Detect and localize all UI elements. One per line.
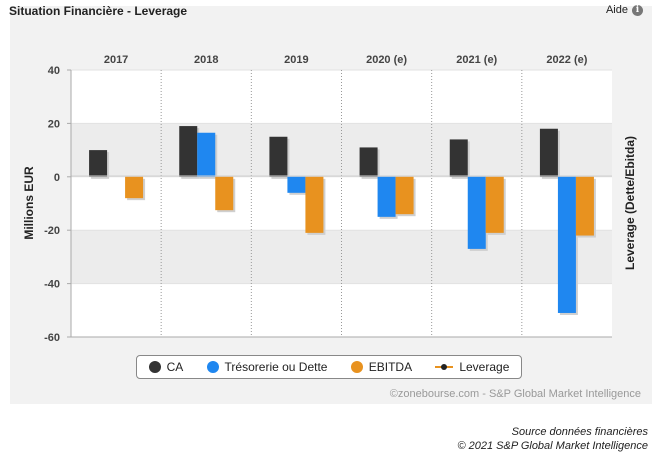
- y-axis-ticks: 40 20 0 -20 -40 -60: [44, 65, 71, 344]
- grid-band: [71, 123, 612, 177]
- x-tick-label: 2017: [104, 54, 128, 66]
- bar-ebitda[interactable]: [125, 176, 144, 199]
- y-tick-label: 20: [48, 118, 60, 130]
- bar-ca[interactable]: [269, 136, 288, 177]
- bar-ebitda[interactable]: [395, 176, 414, 215]
- source-line-2: © 2021 S&P Global Market Intelligence: [457, 440, 648, 452]
- legend-item-leverage[interactable]: Leverage: [435, 360, 509, 374]
- x-tick-label: 2022 (e): [546, 54, 587, 66]
- source-note: Source données financières © 2021 S&P Gl…: [457, 425, 648, 453]
- legend-item-tresorerie[interactable]: Trésorerie ou Dette: [206, 360, 328, 374]
- legend-label: Trésorerie ou Dette: [224, 360, 328, 374]
- y-tick-label: -20: [44, 225, 60, 237]
- info-icon: i: [632, 4, 643, 16]
- copyright-text: ©zonebourse.com - S&P Global Market Inte…: [389, 388, 641, 400]
- grid-bands: [71, 69, 612, 337]
- y-tick-label: 0: [54, 172, 60, 184]
- chart-title: Situation Financière - Leverage: [9, 4, 188, 18]
- bar-ebitda[interactable]: [305, 176, 324, 233]
- bar-tresorerie[interactable]: [287, 176, 306, 193]
- bars: [89, 126, 596, 315]
- bar-tresorerie[interactable]: [467, 176, 486, 249]
- bar-tresorerie[interactable]: [557, 176, 576, 313]
- dot-blue-icon: [206, 361, 219, 373]
- y-tick-label: -40: [44, 279, 60, 291]
- line-point-icon: [435, 364, 454, 370]
- bar-ca[interactable]: [449, 139, 468, 177]
- bar-ca[interactable]: [359, 147, 378, 177]
- bar-ca[interactable]: [539, 128, 558, 177]
- dot-orange-icon: [350, 361, 363, 373]
- bar-tresorerie[interactable]: [197, 132, 216, 177]
- y2-axis-label: Leverage (Dette/Ebitda): [623, 136, 637, 270]
- legend-label: CA: [166, 360, 184, 374]
- bar-ebitda[interactable]: [215, 176, 234, 211]
- x-tick-label: 2021 (e): [456, 54, 497, 66]
- y-axis-label: Millions EUR: [22, 166, 36, 240]
- source-line-1: Source données financières: [511, 426, 648, 438]
- legend-label: Leverage: [459, 360, 510, 374]
- bar-ca[interactable]: [179, 126, 198, 177]
- plot-background: [71, 70, 612, 337]
- x-tick-label: 2020 (e): [366, 54, 407, 66]
- legend-label: EBITDA: [368, 360, 413, 374]
- legend-item-ebitda[interactable]: EBITDA: [350, 360, 413, 374]
- bar-ebitda[interactable]: [575, 176, 594, 236]
- help-button[interactable]: Aide i: [606, 4, 643, 16]
- legend: CA Trésorerie ou Dette EBITDA Leverage: [136, 355, 522, 379]
- bar-tresorerie[interactable]: [377, 176, 396, 217]
- y-tick-label: -60: [44, 332, 60, 344]
- year-separators: [160, 70, 523, 337]
- legend-item-ca[interactable]: CA: [148, 360, 184, 374]
- x-axis-categories: 2017 2018 2019 2020 (e) 2021 (e) 2022 (e): [104, 54, 588, 66]
- bar-ebitda[interactable]: [485, 176, 504, 233]
- x-tick-label: 2018: [194, 54, 218, 66]
- x-tick-label: 2019: [284, 54, 308, 66]
- dot-dark-icon: [148, 361, 161, 373]
- y-tick-label: 40: [48, 65, 60, 77]
- help-label: Aide: [605, 4, 628, 16]
- bar-ca[interactable]: [89, 150, 108, 177]
